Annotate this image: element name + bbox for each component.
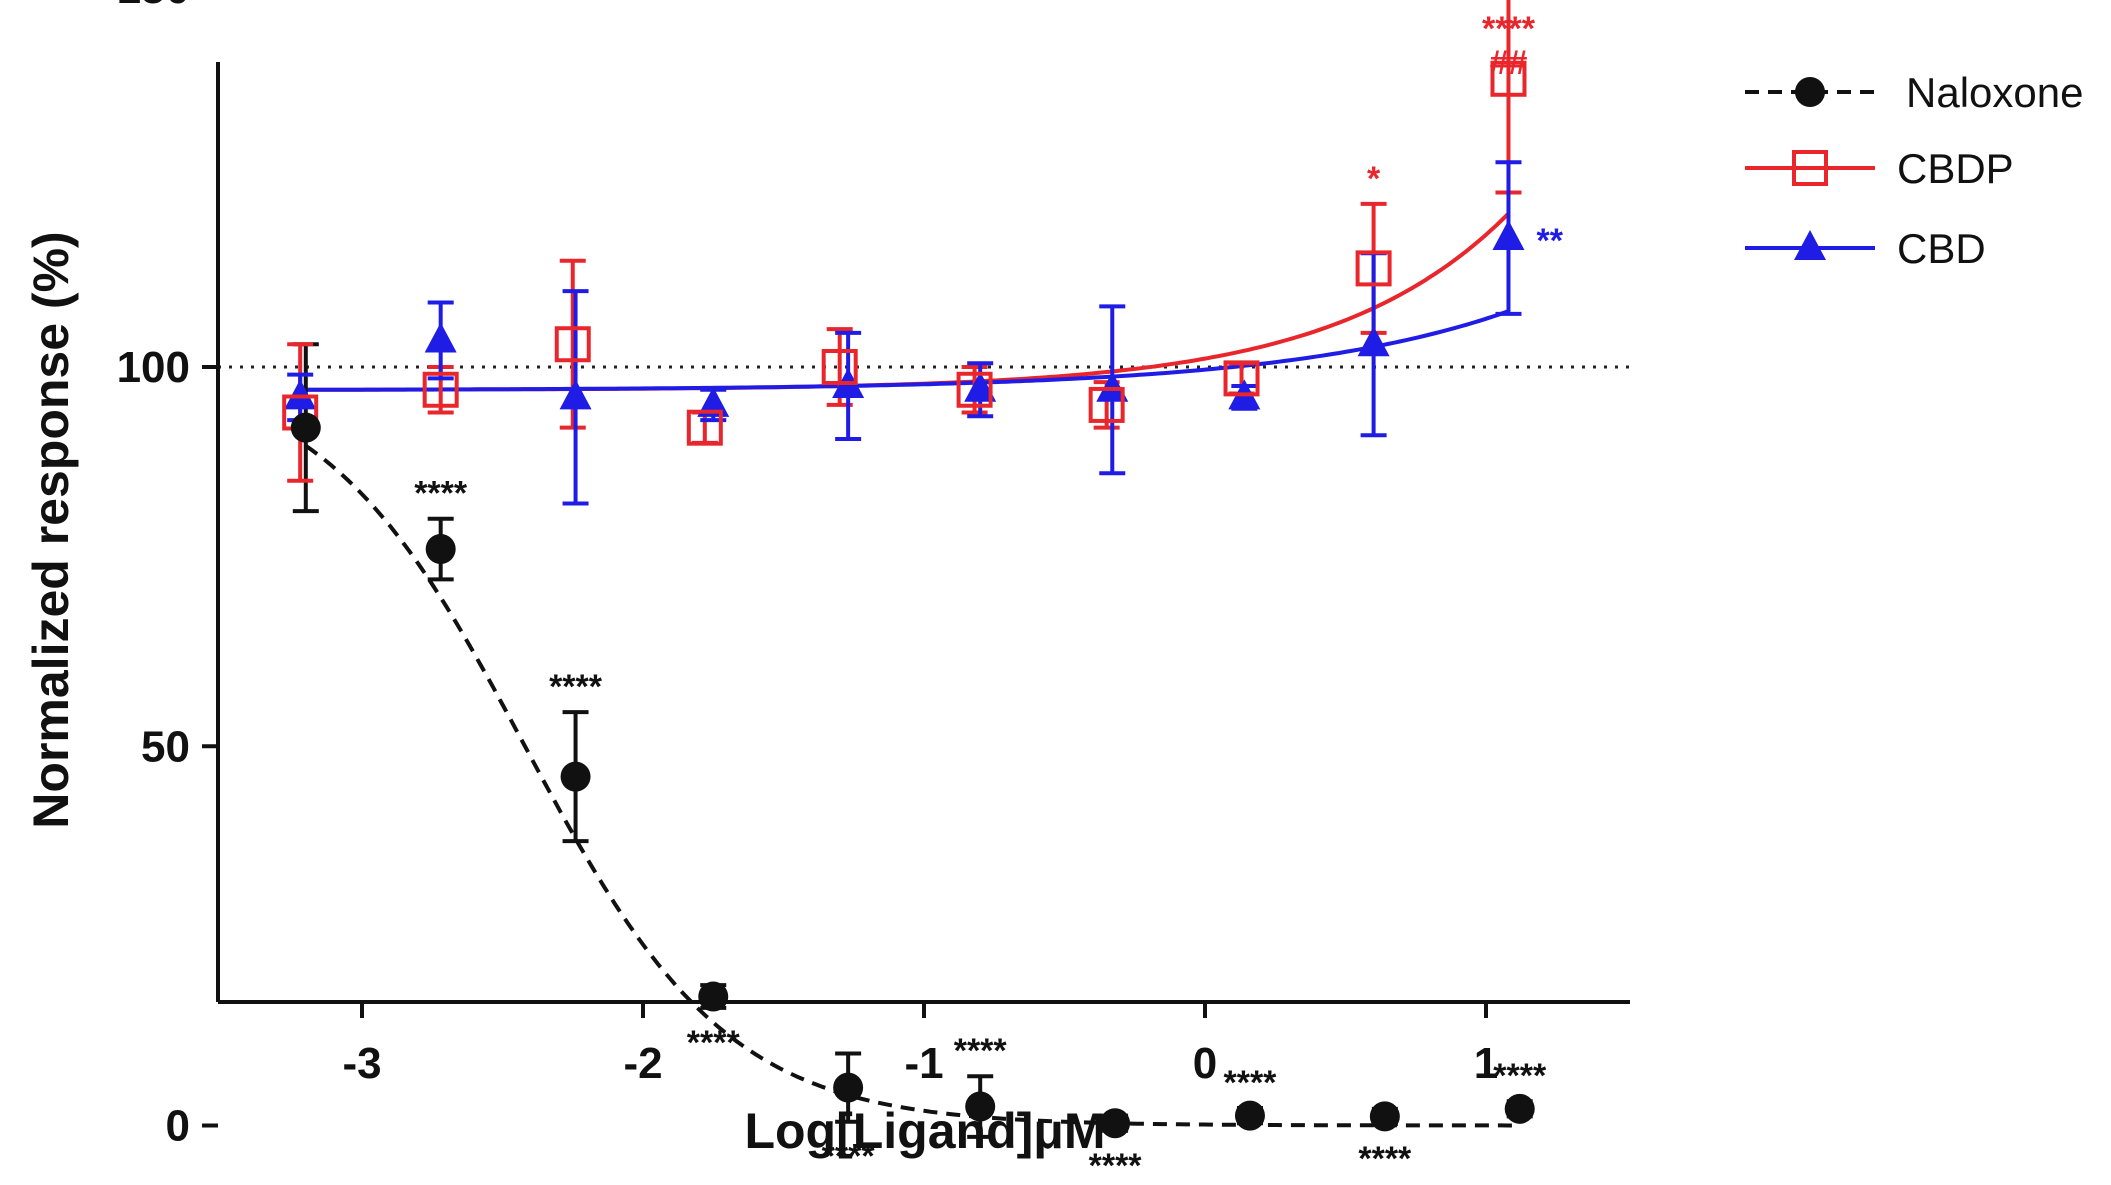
data-point-cbd	[424, 322, 457, 353]
data-point-cbd	[964, 371, 997, 402]
data-point-naloxone	[1369, 1101, 1400, 1132]
data-point-naloxone	[560, 761, 591, 792]
legend-label: CBD	[1897, 225, 1986, 272]
legend-label: CBDP	[1897, 145, 2014, 192]
significance-label-cbdp: *	[1367, 160, 1381, 198]
legend-item-naloxone: Naloxone	[1745, 69, 2083, 116]
significance-label-naloxone: ****	[1358, 1140, 1412, 1178]
legend-item-cbd: CBD	[1745, 225, 1986, 272]
fit-curve-naloxone	[304, 444, 1520, 1128]
data-point-cbdp	[1355, 250, 1392, 287]
data-point-naloxone	[1504, 1093, 1535, 1124]
axes: -3 -2 -1 0 1 0 50 100 150	[117, 0, 1630, 1151]
significance-label-cbdp: ##	[1490, 44, 1528, 82]
significance-label-naloxone: ****	[687, 1024, 741, 1062]
x-tick-label: 0	[1193, 1039, 1217, 1088]
data-point-cbdp	[422, 371, 459, 408]
y-tick-label: 100	[117, 343, 190, 392]
fit-curve-cbdp	[300, 212, 1510, 392]
x-axis-title: Log[Ligand]μM	[744, 1103, 1105, 1159]
legend-item-cbdp: CBDP	[1745, 145, 2014, 192]
data-point-cbd	[1357, 326, 1390, 357]
significance-label-naloxone: ****	[822, 1138, 876, 1176]
data-point-cbdp	[1223, 360, 1260, 397]
data-point-cbd	[1096, 371, 1129, 402]
significance-label-naloxone: ****	[1089, 1147, 1143, 1185]
significance-label-naloxone: ****	[1223, 1064, 1277, 1102]
legend-label: Naloxone	[1906, 69, 2083, 116]
x-tick-label: -1	[904, 1039, 943, 1088]
x-tick-label: -3	[342, 1039, 381, 1088]
error-bars	[287, 0, 1533, 1139]
data-point-naloxone	[833, 1072, 864, 1103]
data-point-cbd	[559, 379, 592, 410]
fit-curve-cbd	[300, 309, 1510, 392]
y-axis-title: Normalized response (%)	[23, 231, 79, 828]
data-point-cbd	[284, 379, 317, 410]
data-point-cbd	[697, 386, 730, 417]
data-point-naloxone	[1100, 1108, 1131, 1139]
data-point-naloxone	[425, 534, 456, 565]
data-markers	[282, 60, 1535, 1139]
significance-label-naloxone: ****	[954, 1032, 1008, 1070]
data-point-naloxone	[965, 1091, 996, 1122]
significance-label-cbdp: ****	[1482, 10, 1536, 48]
data-point-cbdp	[1088, 386, 1125, 423]
y-tick-label: 50	[141, 722, 190, 771]
y-tick-label: 150	[117, 0, 190, 13]
legend: Naloxone CBDP CBD	[1745, 69, 2083, 272]
legend-marker	[1792, 150, 1828, 186]
data-point-cbdp	[686, 409, 723, 446]
x-tick-label: 1	[1474, 1039, 1498, 1088]
y-tick-label: 0	[166, 1102, 190, 1151]
data-point-cbdp	[956, 371, 993, 408]
significance-label-naloxone: ****	[414, 475, 468, 513]
data-point-cbdp	[821, 349, 858, 385]
significance-label-cbd: **	[1536, 222, 1563, 260]
fit-curves	[300, 212, 1520, 1128]
significance-label-naloxone: ****	[1493, 1057, 1547, 1095]
legend-marker	[1795, 77, 1825, 107]
x-tick-label: -2	[623, 1039, 662, 1088]
data-point-naloxone	[698, 981, 729, 1012]
data-point-cbd	[1492, 220, 1525, 251]
data-point-naloxone	[1234, 1100, 1265, 1131]
data-point-cbdp	[554, 326, 591, 363]
legend-marker	[1794, 230, 1826, 260]
data-point-cbdp	[1490, 60, 1527, 97]
data-point-naloxone	[290, 412, 321, 443]
significance-annotations: ****************************************…	[414, 10, 1564, 1185]
significance-label-naloxone: ****	[549, 668, 603, 706]
